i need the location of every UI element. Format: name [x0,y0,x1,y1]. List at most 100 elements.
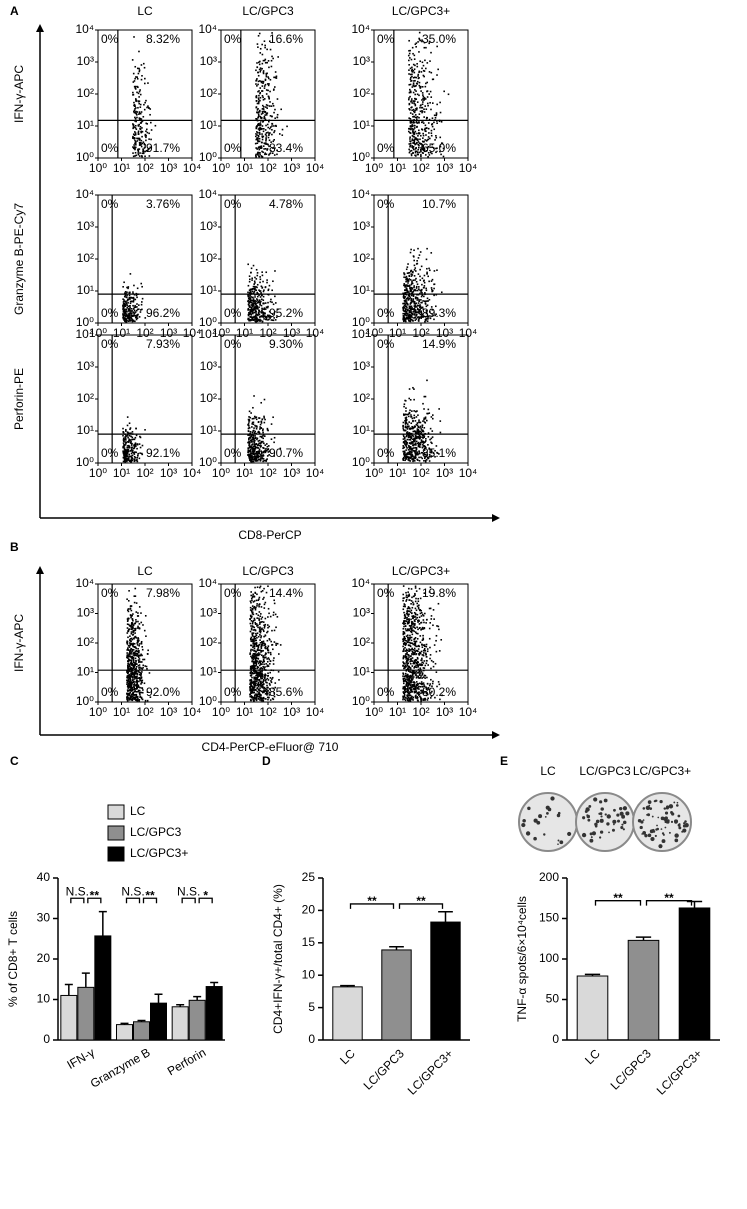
event-dot [270,680,272,682]
event-dot [420,90,422,92]
event-dot [411,109,413,111]
event-dot [416,299,418,301]
event-dot [270,616,272,618]
event-dot [408,143,410,145]
event-dot [141,75,143,77]
event-dot [268,137,270,139]
event-dot [417,283,419,285]
event-dot [268,679,270,681]
event-dot [256,426,258,428]
event-dot [408,99,410,101]
event-dot [275,302,277,304]
event-dot [414,308,416,310]
event-dot [134,688,136,690]
event-dot [418,95,420,97]
event-dot [255,665,257,667]
event-dot [425,416,427,418]
event-dot [409,96,411,98]
y-tick-label: 10⁴ [75,576,94,590]
event-dot [255,460,257,462]
event-dot [268,613,270,615]
event-dot [412,311,414,313]
event-dot [127,435,129,437]
event-dot [250,649,252,651]
event-dot [416,410,418,412]
event-dot [130,668,132,670]
event-dot [135,306,137,308]
event-dot [250,412,252,414]
event-dot [250,319,252,321]
event-dot [145,700,147,702]
event-dot [410,442,412,444]
event-dot [412,292,414,294]
event-dot [414,55,416,57]
event-dot [258,156,260,158]
event-dot [426,413,428,415]
event-dot [420,302,422,304]
event-dot [132,634,134,636]
event-dot [265,148,267,150]
event-dot [410,399,412,401]
event-dot [252,625,254,627]
event-dot [257,679,259,681]
event-dot [424,70,426,72]
event-dot [268,608,270,610]
event-dot [258,114,260,116]
event-dot [141,641,143,643]
event-dot [126,682,128,684]
event-dot [252,699,254,701]
event-dot [423,287,425,289]
event-dot [131,455,133,457]
event-dot [260,682,262,684]
event-dot [126,453,128,455]
event-dot [261,644,263,646]
event-dot [422,133,424,135]
event-dot [141,111,143,113]
event-dot [427,320,429,322]
event-dot [255,118,257,120]
event-dot [128,668,130,670]
event-dot [268,652,270,654]
event-dot [273,442,275,444]
event-dot [129,422,131,424]
event-dot [415,420,417,422]
arrow-head [36,566,44,574]
event-dot [248,423,250,425]
event-dot [431,287,433,289]
quadrant-percent: 4.78% [269,197,303,211]
event-dot [258,301,260,303]
y-tick-label: 10² [353,251,370,265]
event-dot [416,126,418,128]
event-dot [260,661,262,663]
event-dot [269,285,271,287]
event-dot [135,660,137,662]
event-dot [265,286,267,288]
event-dot [128,656,130,658]
event-dot [415,697,417,699]
quadrant-percent: 0% [101,586,119,600]
event-dot [415,608,417,610]
event-dot [408,439,410,441]
event-dot [266,153,268,155]
event-dot [259,696,261,698]
event-dot [132,690,134,692]
event-dot [428,412,430,414]
event-dot [249,686,251,688]
y-tick-label: 10³ [200,219,217,233]
event-dot [134,588,136,590]
event-dot [422,103,424,105]
event-dot [412,47,414,49]
event-dot [141,304,143,306]
event-dot [265,602,267,604]
event-dot [248,285,250,287]
event-dot [137,455,139,457]
event-dot [404,694,406,696]
event-dot [251,302,253,304]
event-dot [265,663,267,665]
y-tick-label: 10⁴ [351,22,370,36]
event-dot [263,643,265,645]
event-dot [263,680,265,682]
event-dot [250,299,252,301]
event-dot [432,414,434,416]
event-dot [271,105,273,107]
